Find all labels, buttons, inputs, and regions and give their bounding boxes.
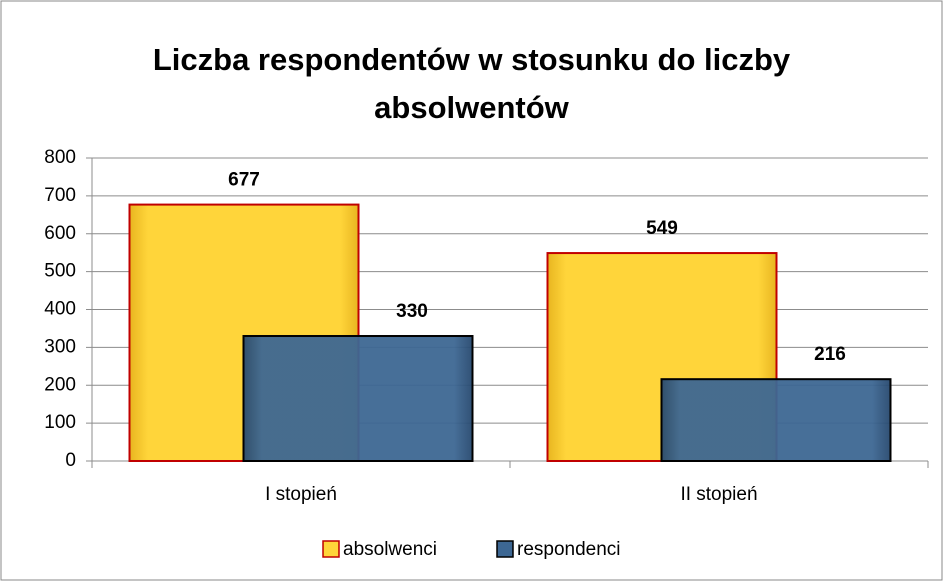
data-label: 549 xyxy=(646,218,678,239)
legend-swatch xyxy=(322,540,340,558)
y-tick-label: 0 xyxy=(65,450,76,471)
y-tick-label: 800 xyxy=(44,147,76,168)
legend-swatch xyxy=(496,540,514,558)
x-tick-label: I stopień xyxy=(265,484,337,505)
data-label: 330 xyxy=(396,301,428,322)
y-tick-label: 200 xyxy=(44,374,76,395)
legend-label: absolwenci xyxy=(343,539,437,560)
data-label: 677 xyxy=(228,170,260,191)
y-tick-label: 300 xyxy=(44,336,76,357)
y-tick-label: 700 xyxy=(44,185,76,206)
legend-label: respondenci xyxy=(517,539,621,560)
chart-title: Liczba respondentów w stosunku do liczby… xyxy=(152,42,791,125)
x-tick-label: II stopień xyxy=(680,484,757,505)
bar xyxy=(660,378,892,462)
y-tick-label: 600 xyxy=(44,223,76,244)
data-label: 216 xyxy=(814,344,846,365)
y-tick-label: 500 xyxy=(44,261,76,282)
bar xyxy=(242,335,474,463)
y-tick-label: 400 xyxy=(44,299,76,320)
y-tick-label: 100 xyxy=(44,412,76,433)
